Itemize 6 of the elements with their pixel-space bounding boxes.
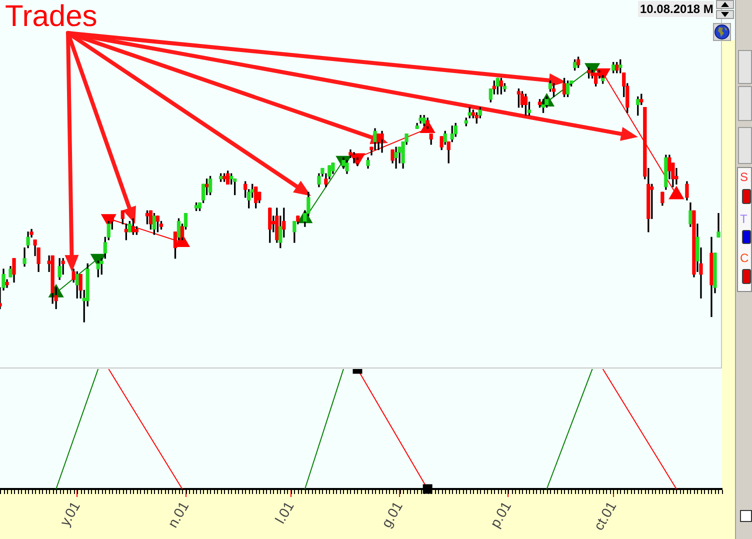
date-field: 10.08.2018 M	[638, 1, 714, 17]
text: S	[740, 170, 748, 184]
text: C	[740, 251, 749, 265]
x-tick-label: l.01	[272, 498, 297, 526]
text: T	[740, 212, 748, 226]
text: Trades	[5, 0, 98, 34]
